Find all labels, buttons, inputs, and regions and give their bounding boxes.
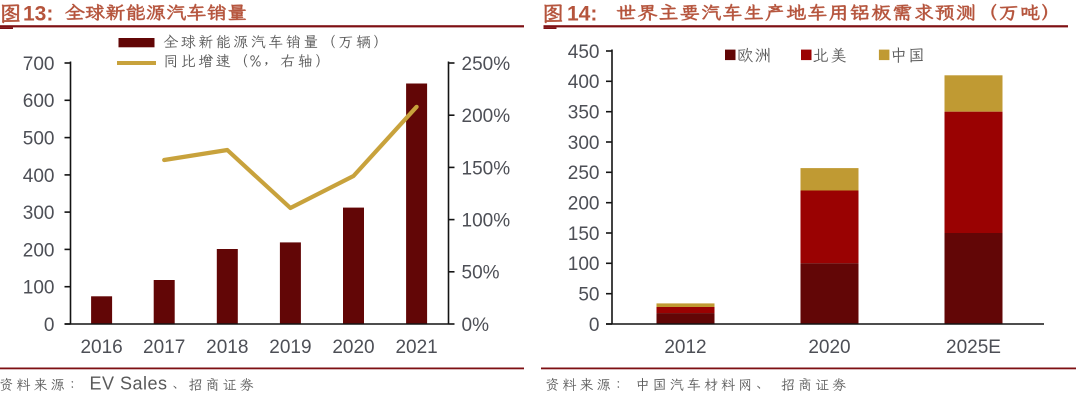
svg-text:2012: 2012 (664, 337, 706, 358)
svg-text:2019: 2019 (269, 337, 311, 358)
svg-text:2017: 2017 (143, 337, 185, 358)
svg-text:2018: 2018 (206, 337, 248, 358)
svg-text:200: 200 (23, 240, 55, 261)
svg-text:2020: 2020 (332, 337, 374, 358)
svg-text:14:: 14: (567, 3, 597, 26)
svg-text:2021: 2021 (395, 337, 437, 358)
svg-text:500: 500 (23, 129, 55, 150)
svg-text:600: 600 (23, 91, 55, 112)
svg-text:450: 450 (568, 42, 600, 63)
svg-text:2025E: 2025E (946, 337, 1001, 358)
svg-text:2020: 2020 (808, 337, 850, 358)
svg-text:300: 300 (568, 133, 600, 154)
svg-text:400: 400 (568, 72, 600, 93)
svg-text:250%: 250% (462, 54, 511, 75)
svg-text:400: 400 (23, 166, 55, 187)
svg-text:150: 150 (568, 224, 600, 245)
svg-text:2016: 2016 (80, 337, 122, 358)
svg-text:700: 700 (23, 54, 55, 75)
svg-text:100: 100 (568, 254, 600, 275)
svg-text:0%: 0% (462, 315, 490, 336)
svg-text:0: 0 (589, 315, 600, 336)
svg-text:250: 250 (568, 163, 600, 184)
svg-text:13:: 13: (23, 3, 53, 26)
svg-text:300: 300 (23, 203, 55, 224)
svg-text:150%: 150% (462, 158, 511, 179)
svg-text:50%: 50% (462, 263, 500, 284)
svg-text:0: 0 (44, 315, 55, 336)
svg-text:200: 200 (568, 194, 600, 215)
svg-text:350: 350 (568, 103, 600, 124)
svg-text:200%: 200% (462, 106, 511, 127)
svg-text:50: 50 (578, 285, 599, 306)
svg-text:100%: 100% (462, 211, 511, 232)
svg-text:100: 100 (23, 278, 55, 299)
svg-text:EV Sales: EV Sales (90, 374, 168, 394)
